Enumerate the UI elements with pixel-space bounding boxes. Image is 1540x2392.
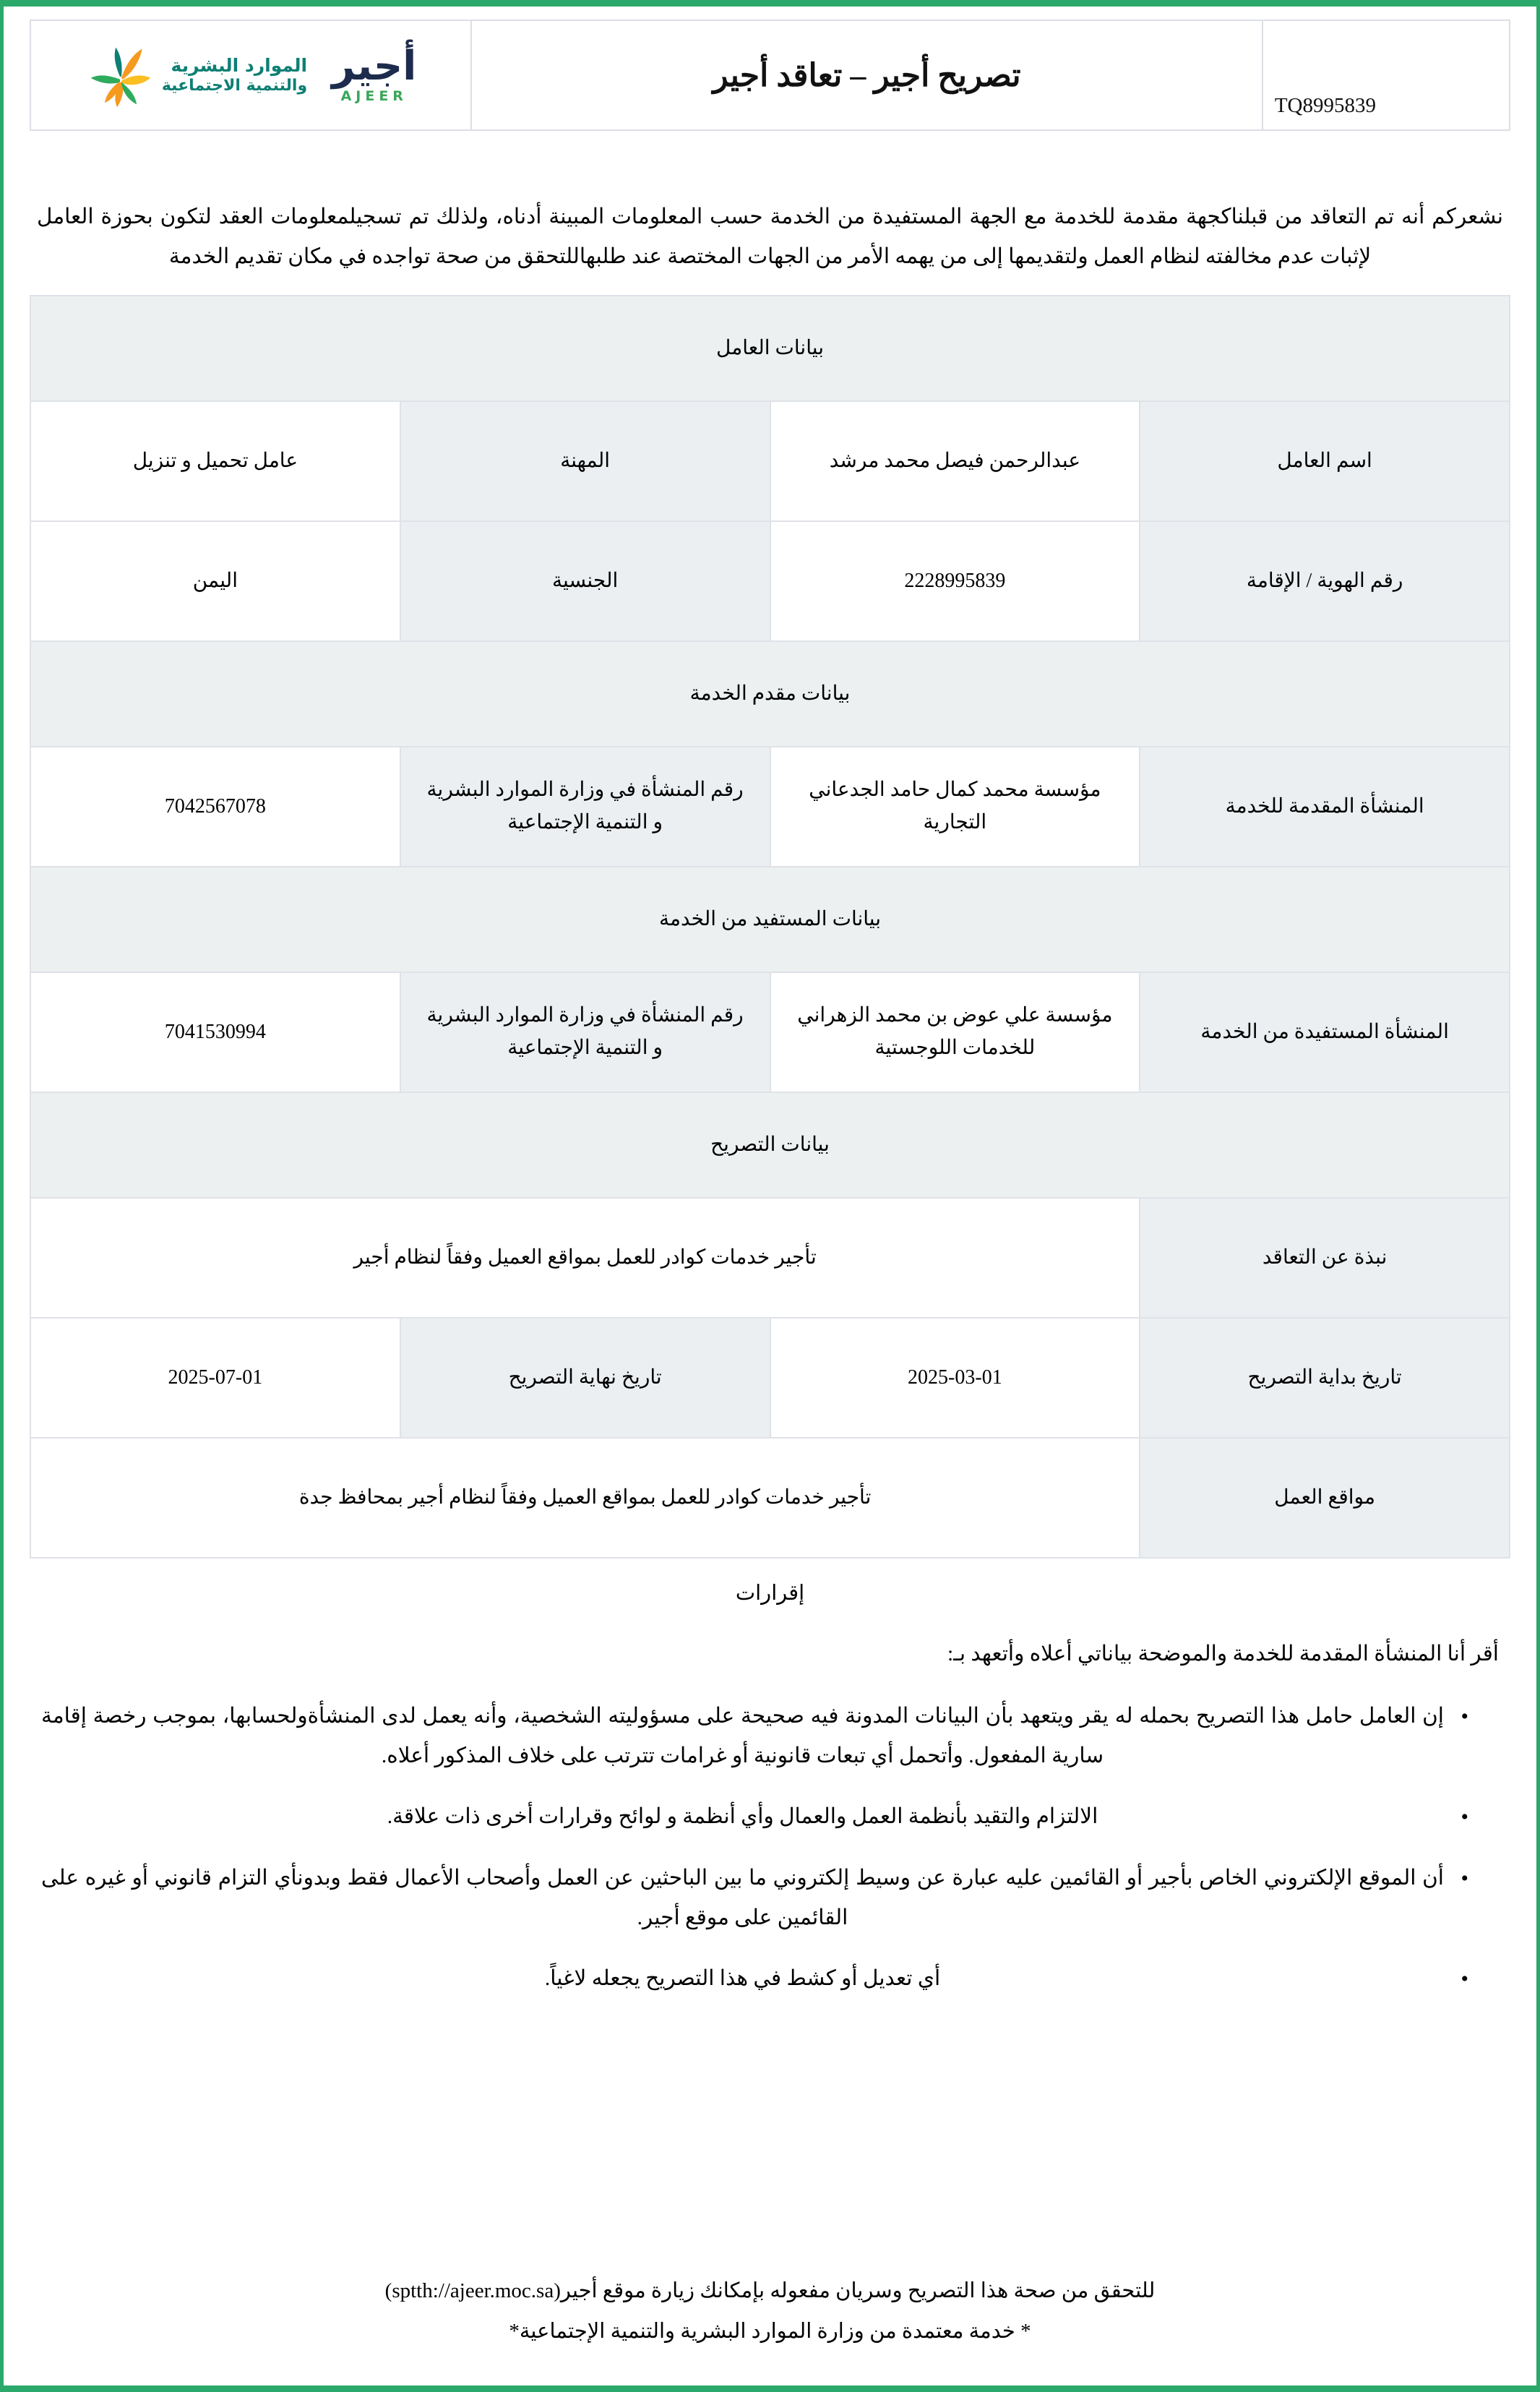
ajeer-logo-latin-text: AJEER xyxy=(340,88,408,104)
declarations-title: إقرارات xyxy=(735,1582,805,1606)
ministry-name-line2: والتنمية الاجتماعية xyxy=(161,76,308,95)
palm-logo-icon xyxy=(90,47,151,108)
document-header: TQ8995839 تصريح أجير – تعاقد أجير أجير A… xyxy=(29,20,1511,131)
section-header-row-provider: بيانات مقدم الخدمة xyxy=(30,640,1510,748)
field-label-beneficiary-number: رقم المنشأة في وزارة الموارد البشرية و ا… xyxy=(399,972,771,1094)
field-value-work-locations: تأجير خدمات كوادر للعمل بمواقع العميل وف… xyxy=(29,1437,1141,1559)
section-header-row-worker: بيانات العامل xyxy=(30,295,1510,403)
table-row: نبذة عن التعاقد تأجير خدمات كوادر للعمل … xyxy=(29,1197,1510,1319)
contract-details-table: بيانات العامل اسم العامل عبدالرحمن فيصل … xyxy=(29,295,1510,1559)
declarations-lead-text: أقر أنا المنشأة المقدمة للخدمة والموضحة … xyxy=(947,1642,1499,1666)
ajeer-logo-arabic-text: أجير xyxy=(332,43,417,90)
field-label-worker-nationality: الجنسية xyxy=(399,520,771,643)
list-item: إن العامل حامل هذا التصريح بحمله له يقر … xyxy=(41,1697,1468,1775)
field-label-contract-summary: نبذة عن التعاقد xyxy=(1139,1197,1510,1319)
footer-approval-text: * خدمة معتمدة من وزارة الموارد البشرية و… xyxy=(509,2320,1031,2344)
field-value-permit-start-date: 2025-03-01 xyxy=(769,1317,1141,1439)
list-item: الالتزام والتقيد بأنظمة العمل والعمال وأ… xyxy=(41,1797,1468,1837)
section-title-beneficiary: بيانات المستفيد من الخدمة xyxy=(30,866,1510,974)
section-header-row-permit: بيانات التصريح xyxy=(30,1092,1510,1199)
field-value-worker-nationality: اليمن xyxy=(30,520,401,643)
field-value-permit-end-date: 2025-07-01 xyxy=(30,1317,401,1439)
page-title: تصريح أجير – تعاقد أجير xyxy=(713,57,1021,93)
reference-number-cell: TQ8995839 xyxy=(1261,20,1511,131)
table-row: رقم الهوية / الإقامة 2228995839 الجنسية … xyxy=(30,520,1510,643)
field-value-provider-number: 7042567078 xyxy=(30,746,401,868)
field-label-worker-profession: المهنة xyxy=(399,400,771,523)
field-value-provider-establishment: مؤسسة محمد كمال حامد الجدعاني التجارية xyxy=(769,746,1141,868)
declarations-list: إن العامل حامل هذا التصريح بحمله له يقر … xyxy=(41,1697,1468,1999)
field-value-worker-profession: عامل تحميل و تنزيل xyxy=(30,400,401,523)
field-label-permit-end-date: تاريخ نهاية التصريح xyxy=(399,1317,771,1439)
table-row: مواقع العمل تأجير خدمات كوادر للعمل بموا… xyxy=(29,1437,1510,1559)
field-label-permit-start-date: تاريخ بداية التصريح xyxy=(1139,1317,1510,1439)
field-label-provider-establishment: المنشأة المقدمة للخدمة xyxy=(1139,746,1510,868)
field-label-work-locations: مواقع العمل xyxy=(1139,1437,1510,1559)
field-value-worker-name: عبدالرحمن فيصل محمد مرشد xyxy=(769,400,1141,523)
field-label-worker-id: رقم الهوية / الإقامة xyxy=(1139,520,1510,643)
section-title-permit: بيانات التصريح xyxy=(30,1092,1510,1199)
list-item: أن الموقع الإلكتروني الخاص بأجير أو القا… xyxy=(41,1859,1468,1937)
logo-cell: أجير AJEER الموارد البشرية والتنمية الاج… xyxy=(29,20,473,131)
field-value-contract-summary: تأجير خدمات كوادر للعمل بمواقع العميل وف… xyxy=(29,1197,1141,1319)
field-value-beneficiary-number: 7041530994 xyxy=(30,972,401,1094)
list-item: أي تعديل أو كشط في هذا التصريح يجعله لاغ… xyxy=(41,1959,1468,1999)
table-row: المنشأة المقدمة للخدمة مؤسسة محمد كمال ح… xyxy=(30,746,1510,868)
section-title-worker: بيانات العامل xyxy=(30,295,1510,403)
table-row: اسم العامل عبدالرحمن فيصل محمد مرشد المه… xyxy=(30,400,1510,523)
field-value-beneficiary-establishment: مؤسسة علي عوض بن محمد الزهراني للخدمات ا… xyxy=(769,972,1141,1094)
field-value-worker-id: 2228995839 xyxy=(769,520,1141,643)
field-label-beneficiary-establishment: المنشأة المستفيدة من الخدمة xyxy=(1139,972,1510,1094)
section-header-row-beneficiary: بيانات المستفيد من الخدمة xyxy=(30,866,1510,974)
ministry-name-line1: الموارد البشرية xyxy=(171,55,308,77)
footer-verification-text: للتحقق من صحة هذا التصريح وسريان مفعوله … xyxy=(384,2279,1156,2302)
document-footer: للتحقق من صحة هذا التصريح وسريان مفعوله … xyxy=(4,2271,1536,2352)
field-label-worker-name: اسم العامل xyxy=(1139,400,1510,523)
document-title-cell: تصريح أجير – تعاقد أجير xyxy=(470,20,1263,131)
section-title-provider: بيانات مقدم الخدمة xyxy=(30,640,1510,748)
field-label-provider-number: رقم المنشأة في وزارة الموارد البشرية و ا… xyxy=(399,746,771,868)
reference-number: TQ8995839 xyxy=(1274,93,1376,117)
intro-paragraph: نشعركم أنه تم التعاقد من قبلناكجهة مقدمة… xyxy=(37,205,1503,268)
ajeer-logo: أجير AJEER xyxy=(332,43,417,105)
ministry-logo: الموارد البشرية والتنمية الاجتماعية xyxy=(85,40,307,110)
table-row: المنشأة المستفيدة من الخدمة مؤسسة علي عو… xyxy=(30,972,1510,1094)
table-row: تاريخ بداية التصريح 2025-03-01 تاريخ نها… xyxy=(30,1317,1510,1439)
